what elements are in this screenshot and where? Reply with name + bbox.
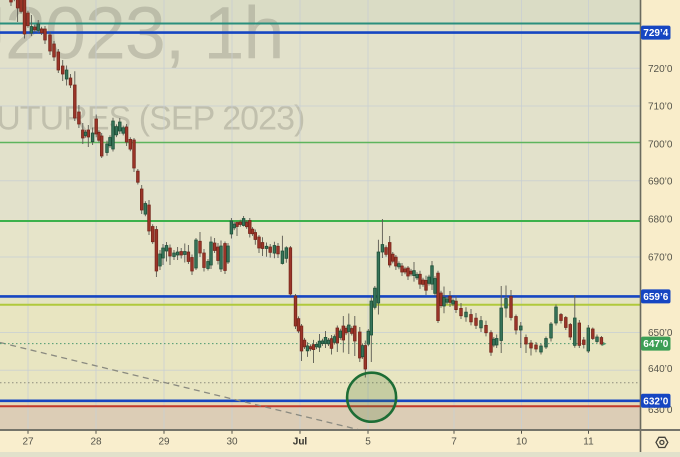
svg-text:5: 5 (365, 437, 371, 448)
svg-text:Jul: Jul (293, 437, 308, 448)
svg-text:647’0: 647’0 (643, 339, 668, 350)
svg-text:700’0: 700’0 (648, 139, 673, 150)
svg-text:29: 29 (158, 437, 170, 448)
svg-text:670’0: 670’0 (648, 253, 673, 264)
svg-text:720’0: 720’0 (648, 64, 673, 75)
svg-text:659’6: 659’6 (643, 292, 668, 303)
svg-text:WHEAT FUTURES (SEP 2023): WHEAT FUTURES (SEP 2023) (0, 100, 304, 138)
svg-text:690’0: 690’0 (648, 177, 673, 188)
svg-text:640’0: 640’0 (648, 364, 673, 375)
svg-text:729’4: 729’4 (643, 28, 668, 39)
svg-text:ZWU2023, 1h: ZWU2023, 1h (0, 0, 283, 75)
svg-text:27: 27 (22, 437, 34, 448)
svg-text:11: 11 (583, 437, 594, 448)
svg-text:10: 10 (516, 437, 528, 448)
svg-text:632’0: 632’0 (643, 396, 668, 407)
svg-text:30: 30 (226, 437, 238, 448)
svg-text:28: 28 (90, 437, 102, 448)
svg-text:7: 7 (451, 437, 457, 448)
svg-text:710’0: 710’0 (648, 102, 673, 113)
svg-text:680’0: 680’0 (648, 215, 673, 226)
